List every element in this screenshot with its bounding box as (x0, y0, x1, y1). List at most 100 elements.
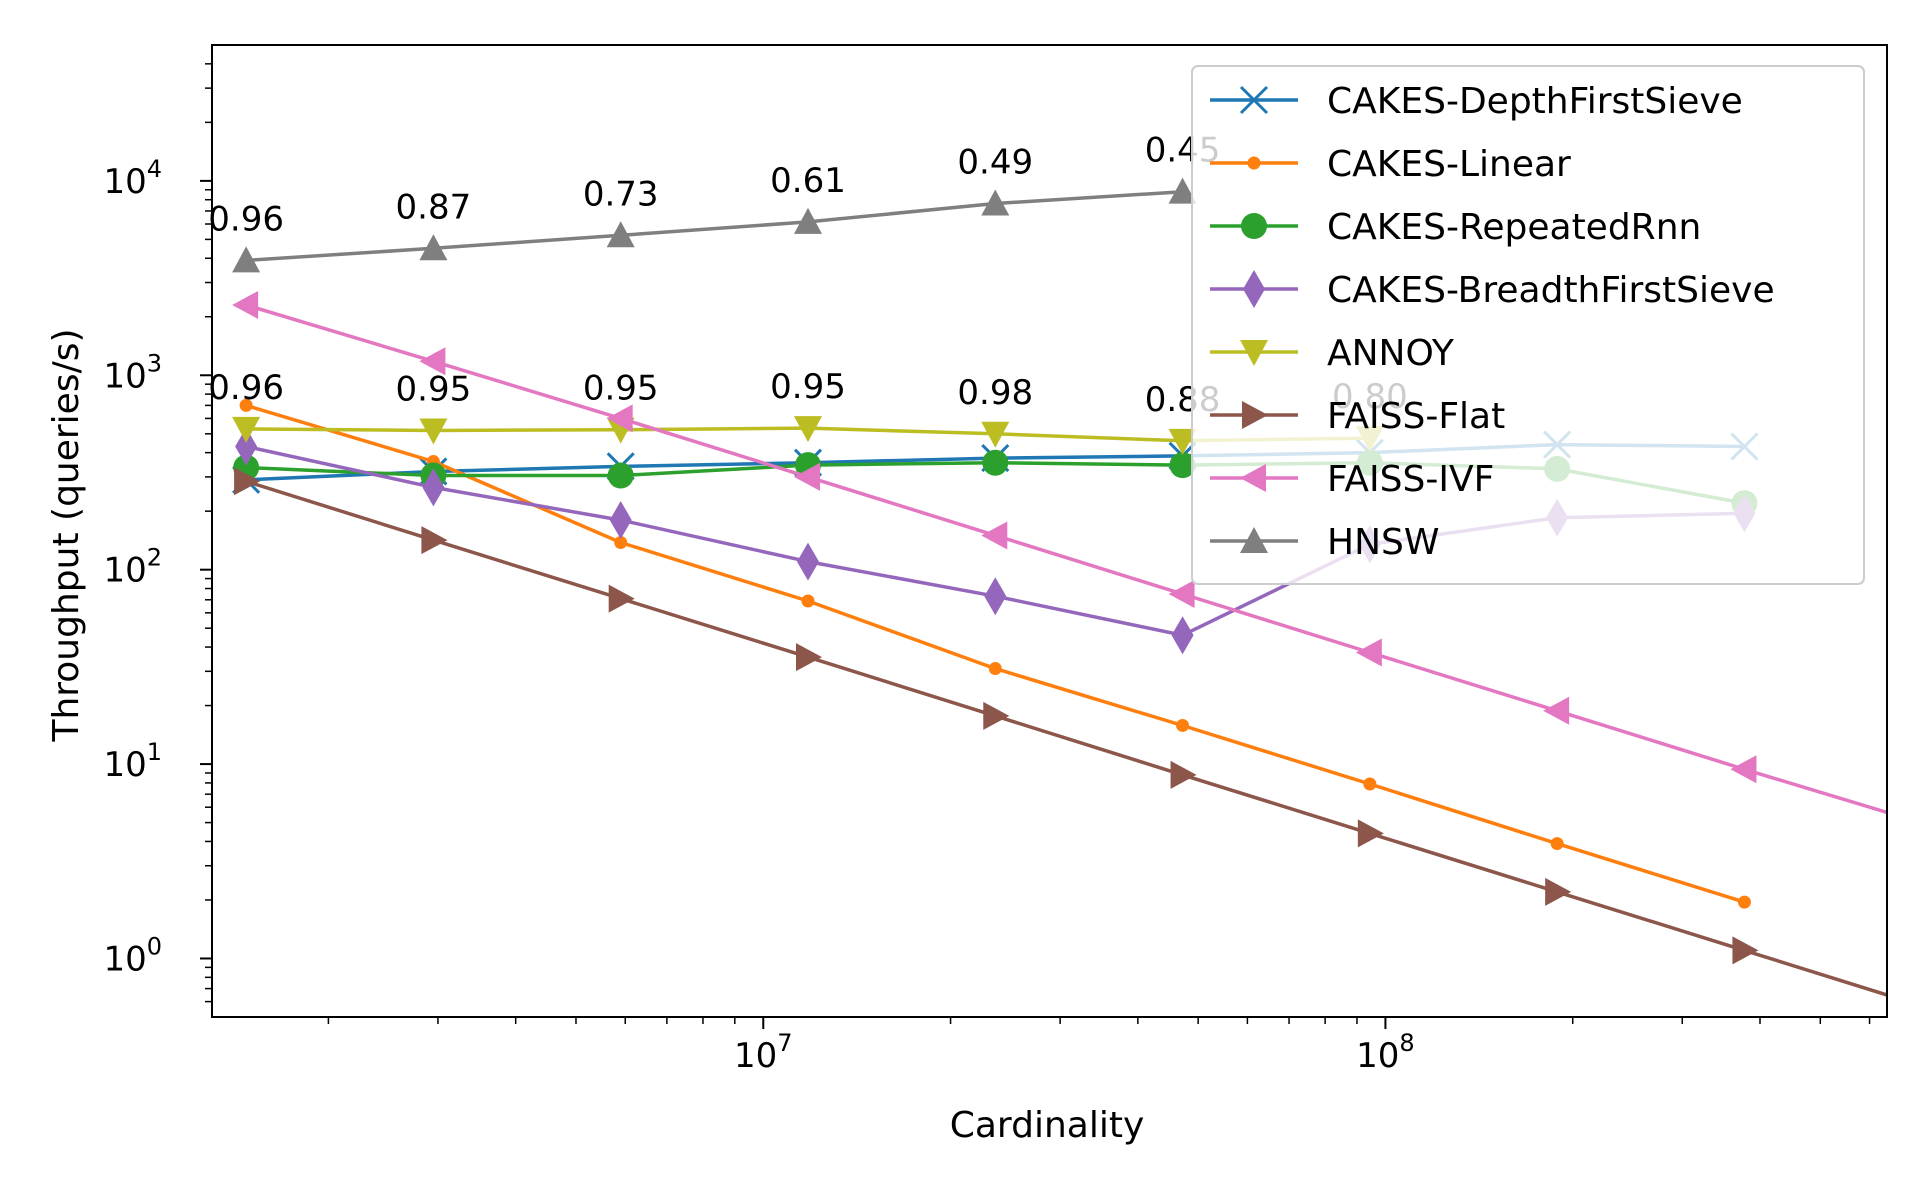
legend-marker (1242, 401, 1268, 429)
legend-marker (1247, 156, 1261, 170)
legend-box (1191, 65, 1865, 585)
series-faiss-flat (234, 467, 1887, 997)
y-tick-label: 104 (103, 155, 162, 202)
annotation-label: 0.73 (583, 174, 659, 214)
data-point-annoy-3 (793, 416, 822, 443)
x-axis-label: Cardinality (950, 1105, 1145, 1146)
legend-marker (1240, 464, 1266, 492)
legend-label: ANNOY (1327, 333, 1455, 374)
series-line-hnsw (245, 189, 1183, 263)
data-point-faiss-flat-3 (795, 643, 822, 672)
data-point-cakes-breadthfirstsieve-5 (1171, 616, 1194, 655)
legend-marker (1239, 85, 1269, 115)
legend-entry-cakes-breadthfirstsieve: CAKES-BreadthFirstSieve (1210, 270, 1775, 311)
data-point-faiss-ivf-7 (1543, 696, 1570, 725)
legend-label: CAKES-DepthFirstSieve (1327, 81, 1743, 122)
legend-entry-cakes-depthfirstsieve: CAKES-DepthFirstSieve (1210, 81, 1743, 122)
annotation-label: 0.61 (770, 161, 846, 201)
data-point-cakes-linear-8 (1737, 895, 1751, 909)
axes-frame (211, 44, 1888, 1018)
data-point-faiss-flat-4 (983, 701, 1010, 730)
y-tick-label: 102 (103, 544, 162, 591)
data-point-cakes-breadthfirstsieve-3 (796, 542, 819, 581)
legend-entry-faiss-flat: FAISS-Flat (1210, 396, 1505, 437)
y-tick-label: 103 (103, 349, 162, 396)
data-point-faiss-ivf-2 (606, 404, 633, 433)
data-point-cakes-linear-6 (1363, 777, 1377, 791)
data-point-cakes-linear-0 (239, 398, 253, 412)
data-point-faiss-flat-6 (1357, 819, 1384, 848)
annotation-label: 0.98 (957, 373, 1033, 413)
data-point-annoy-5 (1168, 428, 1197, 455)
data-point-cakes-repeatedrnn-5 (1169, 452, 1196, 479)
data-point-faiss-ivf-0 (232, 290, 259, 319)
y-axis-label: Throughput (queries/s) (46, 328, 87, 742)
data-point-faiss-ivf-6 (1355, 638, 1382, 667)
data-point-faiss-ivf-5 (1168, 579, 1195, 608)
annotation-label: 0.96 (208, 199, 284, 239)
data-point-faiss-flat-7 (1545, 877, 1572, 906)
series-line-faiss-ivf (245, 303, 1887, 815)
data-point-faiss-flat-8 (1732, 936, 1759, 965)
data-point-annoy-1 (419, 418, 448, 445)
data-point-cakes-breadthfirstsieve-0 (235, 427, 258, 466)
legend-label: CAKES-BreadthFirstSieve (1327, 270, 1775, 311)
legend-label: FAISS-IVF (1327, 459, 1494, 500)
data-point-faiss-flat-1 (421, 526, 448, 555)
series-faiss-ivf (232, 290, 1887, 815)
data-point-cakes-repeatedrnn-2 (607, 462, 634, 489)
data-point-cakes-linear-3 (801, 594, 815, 608)
data-point-cakes-breadthfirstsieve-1 (422, 468, 445, 507)
data-point-faiss-flat-5 (1170, 760, 1197, 789)
annotation-label: 0.95 (396, 369, 472, 409)
series-line-faiss-flat (245, 479, 1887, 997)
legend-label: CAKES-Linear (1327, 144, 1571, 185)
data-point-annoy-0 (232, 416, 261, 443)
data-point-faiss-ivf-4 (981, 521, 1008, 550)
legend-marker (1243, 270, 1265, 308)
annotation-label: 0.96 (208, 368, 284, 408)
legend-label: CAKES-RepeatedRnn (1327, 207, 1701, 248)
legend-marker (1240, 340, 1268, 366)
data-point-hnsw-4 (981, 189, 1010, 216)
data-point-faiss-ivf-8 (1730, 755, 1757, 784)
data-point-annoy-4 (981, 421, 1010, 448)
data-point-cakes-linear-4 (988, 662, 1002, 676)
data-point-cakes-linear-7 (1550, 837, 1564, 851)
legend-entry-hnsw: HNSW (1210, 522, 1439, 563)
annotation-label: 0.87 (396, 187, 472, 227)
data-point-cakes-breadthfirstsieve-2 (609, 501, 632, 540)
series-hnsw (232, 177, 1197, 273)
legend-label: HNSW (1327, 522, 1439, 563)
legend-entry-annoy: ANNOY (1210, 333, 1455, 374)
legend-entry-faiss-ivf: FAISS-IVF (1210, 459, 1494, 500)
data-point-hnsw-3 (793, 207, 822, 234)
legend-label: FAISS-Flat (1327, 396, 1505, 437)
annotation-label: 0.95 (770, 367, 846, 407)
x-tick-label: 108 (1356, 1029, 1415, 1076)
annotation-label: 0.95 (583, 369, 659, 409)
x-tick-label: 107 (734, 1029, 793, 1076)
data-point-cakes-linear-2 (614, 535, 628, 549)
data-point-faiss-ivf-3 (793, 462, 820, 491)
axes-layer: 107 108 100 101 102 103 104 (103, 44, 1888, 1076)
annotation-label: 0.49 (957, 142, 1033, 182)
data-point-hnsw-2 (606, 221, 635, 248)
data-point-hnsw-5 (1168, 177, 1197, 204)
data-point-hnsw-1 (419, 234, 448, 261)
data-point-faiss-flat-0 (234, 467, 261, 496)
legend-marker (1240, 527, 1268, 553)
data-point-cakes-linear-5 (1176, 718, 1190, 732)
data-point-cakes-repeatedrnn-4 (982, 449, 1009, 476)
y-tick-label: 101 (103, 738, 162, 785)
data-point-faiss-flat-2 (608, 584, 635, 613)
data-point-cakes-breadthfirstsieve-4 (984, 577, 1007, 616)
y-tick-label: 100 (103, 932, 162, 979)
data-point-hnsw-0 (232, 246, 261, 273)
legend-entry-cakes-linear: CAKES-Linear (1210, 144, 1571, 185)
data-point-faiss-ivf-1 (419, 347, 446, 376)
legend-marker (1241, 213, 1267, 239)
legend: CAKES-DepthFirstSieve CAKES-Linear CAKES-R… (1191, 65, 1865, 585)
legend-entry-cakes-repeatedrnn: CAKES-RepeatedRnn (1210, 207, 1701, 248)
